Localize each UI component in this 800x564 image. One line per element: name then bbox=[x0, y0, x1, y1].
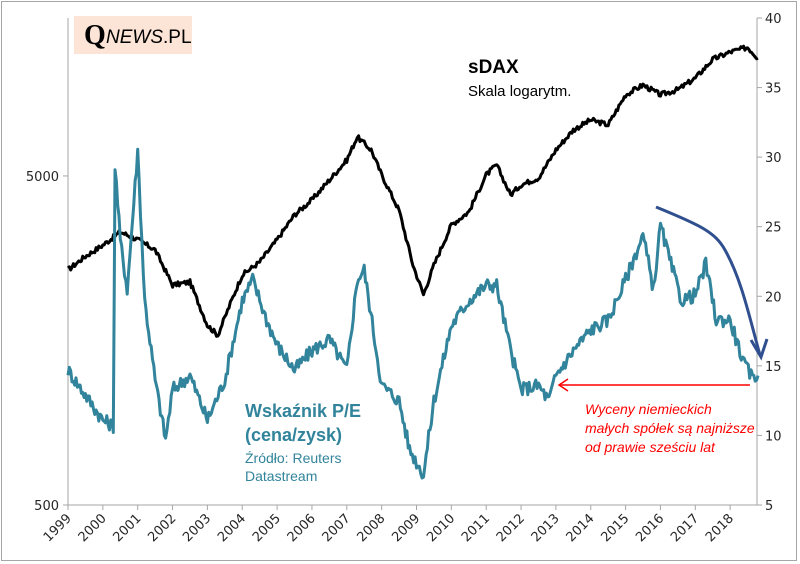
annotation-layer bbox=[557, 205, 769, 392]
x-axis-tick-label: 2008 bbox=[354, 511, 388, 545]
x-axis-tick-label: 2012 bbox=[494, 511, 528, 545]
right-axis-tick-label: 5 bbox=[765, 499, 773, 514]
pe-ratio-line bbox=[66, 147, 760, 480]
pe-title-line1: Wskaźnik P/E bbox=[245, 401, 362, 421]
x-axis-tick-label: 2011 bbox=[459, 511, 493, 545]
x-axis-tick-label: 2013 bbox=[529, 511, 563, 545]
series-layer bbox=[66, 44, 760, 480]
x-axis-tick-label: 2003 bbox=[180, 511, 214, 545]
left-axis-tick-label: 5000 bbox=[26, 170, 59, 185]
sdax-line bbox=[66, 44, 759, 338]
pe-series-title: Wskaźnik P/E (cena/zysk) bbox=[245, 399, 425, 447]
source-line1: Źródło: Reuters bbox=[245, 450, 342, 466]
x-axis-tick-label: 1999 bbox=[41, 511, 75, 545]
x-axis-tick-label: 2009 bbox=[389, 511, 423, 545]
x-axis-tick-label: 2007 bbox=[320, 511, 354, 545]
x-axis-tick-label: 2005 bbox=[250, 511, 284, 545]
logo-suffix: .PL bbox=[163, 27, 192, 48]
right-axis-tick-label: 20 bbox=[765, 290, 782, 305]
x-axis-tick-label: 2004 bbox=[215, 511, 249, 545]
annotation-note: Wyceny niemieckich małych spółek są najn… bbox=[585, 401, 755, 455]
qnews-logo: Q NEWS.PL bbox=[74, 16, 192, 54]
right-axis-tick-label: 15 bbox=[765, 360, 782, 375]
pe-title-line2: (cena/zysk) bbox=[245, 425, 343, 445]
logo-text: NEWS.PL bbox=[106, 27, 192, 49]
x-axis-tick-label: 2015 bbox=[598, 511, 632, 545]
logo-q: Q bbox=[84, 20, 106, 51]
x-axis-tick-label: 2002 bbox=[145, 511, 179, 545]
x-axis-tick-label: 2000 bbox=[76, 511, 110, 545]
right-axis-tick-label: 30 bbox=[765, 151, 782, 166]
trend-arrow-curve bbox=[655, 205, 762, 356]
right-axis-tick-label: 25 bbox=[765, 221, 782, 236]
trend-arrow-head bbox=[749, 338, 769, 361]
x-axis-tick-label: 2016 bbox=[633, 511, 667, 545]
red-arrow-head bbox=[557, 378, 569, 392]
left-axis-tick-label: 500 bbox=[34, 499, 59, 514]
x-axis-tick-label: 2006 bbox=[285, 511, 319, 545]
x-axis-tick-label: 2018 bbox=[703, 511, 737, 545]
x-axis-tick-label: 2014 bbox=[564, 511, 598, 545]
x-axis-tick-label: 2017 bbox=[668, 511, 702, 545]
sdax-series-title: sDAX bbox=[468, 57, 519, 78]
x-axis-tick-label: 2001 bbox=[111, 511, 145, 545]
source-note: Źródło: Reuters Datastream bbox=[245, 449, 425, 485]
sdax-scale-note: Skala logarytm. bbox=[468, 83, 572, 100]
x-axis-tick-label: 2010 bbox=[424, 511, 458, 545]
logo-news: NEWS bbox=[106, 27, 163, 48]
right-axis-tick-label: 10 bbox=[765, 429, 782, 444]
source-line2: Datastream bbox=[245, 468, 318, 484]
right-axis-tick-label: 40 bbox=[765, 12, 782, 27]
right-axis-tick-label: 35 bbox=[765, 82, 782, 97]
